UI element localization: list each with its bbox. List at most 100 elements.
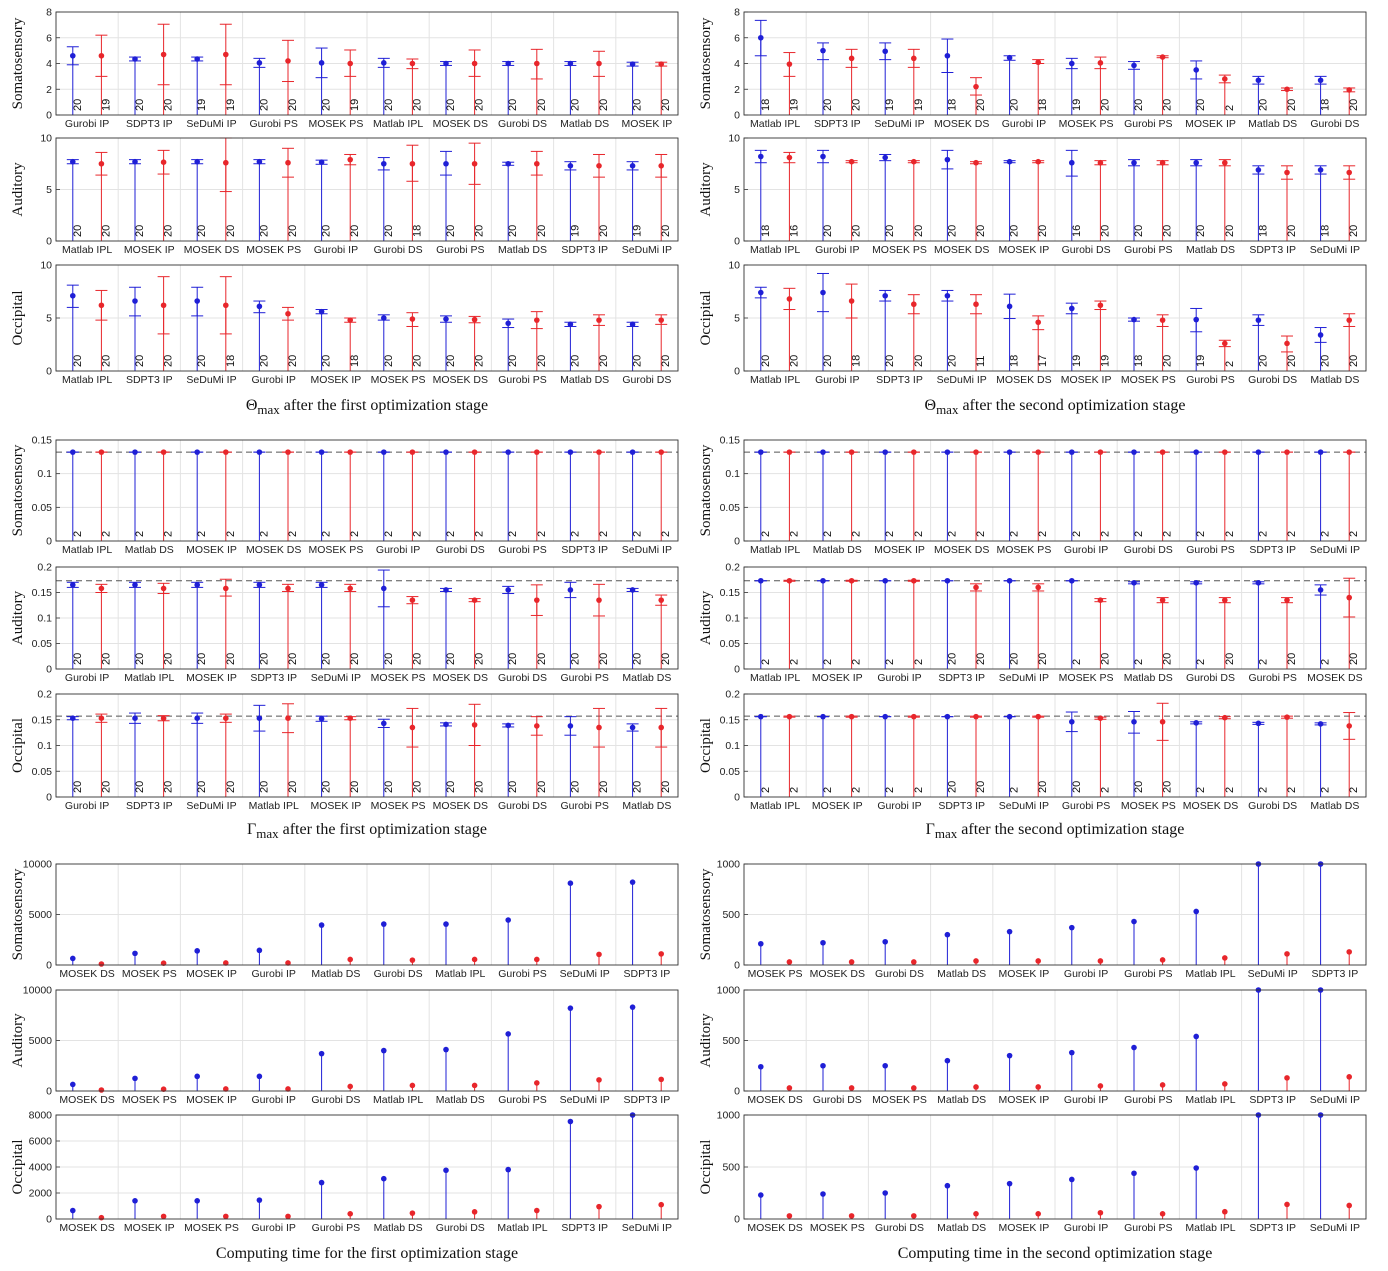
red-value-point bbox=[1035, 1084, 1042, 1090]
red-mean-point bbox=[347, 317, 354, 323]
y-tick-label: 0 bbox=[734, 110, 740, 122]
red-mean-point bbox=[98, 449, 105, 455]
blue-count-label: 20 bbox=[822, 99, 834, 111]
blue-count-label: 20 bbox=[134, 225, 146, 237]
red-count-label: 20 bbox=[1224, 225, 1236, 237]
y-tick-label: 4 bbox=[734, 58, 740, 70]
blue-mean-point bbox=[132, 158, 138, 165]
red-value-point bbox=[786, 1085, 793, 1091]
red-count-label: 20 bbox=[536, 225, 548, 237]
blue-count-label: 2 bbox=[569, 531, 581, 537]
blue-value-point bbox=[567, 1005, 574, 1011]
y-tick-label: 0 bbox=[734, 960, 740, 972]
x-category-label: Matlab DS bbox=[498, 244, 547, 256]
plot-frame bbox=[55, 439, 679, 542]
red-count-label: 20 bbox=[349, 225, 361, 237]
blue-value-point bbox=[132, 950, 138, 957]
red-value-point bbox=[1222, 1208, 1228, 1215]
chart-theta1-audit: 0 5 10 20 20 20 20 20 20 20 20 19 19 20 20 20 20 20 18 20 20… bbox=[10, 133, 679, 256]
blue-value-point bbox=[443, 1046, 449, 1053]
blue-mean-point bbox=[757, 289, 764, 296]
blue-value-point bbox=[1193, 1033, 1199, 1040]
x-category-label: SeDuMi IP bbox=[1310, 1222, 1360, 1234]
plot-frame bbox=[55, 566, 679, 670]
red-count-label: 20 bbox=[1099, 225, 1111, 237]
red-value-point bbox=[285, 960, 291, 966]
red-mean-point bbox=[596, 724, 602, 731]
red-value-point bbox=[1035, 1211, 1042, 1217]
red-mean-point bbox=[1346, 449, 1353, 455]
red-count-label: 20 bbox=[287, 653, 299, 665]
red-mean-point bbox=[409, 449, 416, 455]
blue-value-point bbox=[194, 948, 200, 954]
red-mean-point bbox=[596, 60, 602, 67]
x-category-label: MOSEK DS bbox=[433, 374, 488, 386]
blue-count-label: 20 bbox=[383, 99, 395, 111]
blue-count-label: 20 bbox=[134, 653, 146, 665]
panel-caption: Θmax after the first optimization stage bbox=[246, 397, 488, 417]
blue-mean-point bbox=[256, 303, 263, 310]
x-category-label: MOSEK DS bbox=[1307, 672, 1362, 684]
red-value-point bbox=[285, 1213, 291, 1220]
blue-mean-point bbox=[69, 292, 76, 299]
blue-value-point bbox=[629, 879, 636, 885]
red-mean-point bbox=[98, 160, 105, 167]
y-axis-label: Somatosensory bbox=[698, 444, 714, 536]
x-category-label: Gurobi PS bbox=[1186, 544, 1234, 556]
red-count-label: 20 bbox=[660, 781, 672, 793]
red-count-label: 2 bbox=[788, 531, 800, 537]
blue-mean-point bbox=[1193, 720, 1199, 726]
blue-mean-point bbox=[944, 449, 951, 455]
blue-mean-point bbox=[443, 449, 449, 455]
blue-mean-point bbox=[757, 153, 764, 160]
blue-mean-point bbox=[380, 585, 387, 592]
blue-count-label: 20 bbox=[569, 653, 581, 665]
blue-count-label: 2 bbox=[507, 531, 519, 537]
blue-mean-point bbox=[1068, 305, 1075, 312]
blue-count-label: 20 bbox=[258, 99, 270, 111]
blue-count-label: 18 bbox=[946, 99, 958, 111]
x-category-label: Gurobi PS bbox=[1124, 118, 1172, 130]
red-mean-point bbox=[1035, 319, 1042, 326]
red-mean-point bbox=[1035, 713, 1042, 720]
red-count-label: 2 bbox=[349, 531, 361, 537]
blue-count-label: 20 bbox=[1071, 781, 1083, 793]
blue-mean-point bbox=[1255, 167, 1262, 173]
red-mean-point bbox=[285, 585, 291, 592]
y-tick-label: 0.15 bbox=[720, 435, 741, 447]
y-tick-label: 0.15 bbox=[32, 435, 53, 447]
blue-mean-point bbox=[820, 289, 826, 296]
red-mean-point bbox=[98, 585, 105, 592]
x-category-label: Matlab DS bbox=[374, 1222, 423, 1234]
x-category-label: Gurobi PS bbox=[498, 374, 546, 386]
red-count-label: 20 bbox=[1162, 225, 1174, 237]
red-count-label: 20 bbox=[287, 781, 299, 793]
x-category-label: Gurobi PS bbox=[436, 244, 484, 256]
red-value-point bbox=[1159, 1211, 1166, 1217]
blue-count-label: 2 bbox=[445, 531, 457, 537]
blue-mean-point bbox=[194, 449, 200, 455]
blue-value-point bbox=[1068, 1176, 1075, 1183]
blue-mean-point bbox=[567, 449, 574, 455]
red-count-label: 2 bbox=[1224, 361, 1236, 367]
red-count-label: 20 bbox=[851, 99, 863, 111]
blue-value-point bbox=[757, 1192, 764, 1198]
x-category-label: Matlab IPL bbox=[1185, 968, 1235, 980]
red-mean-point bbox=[471, 160, 478, 167]
red-count-label: 18 bbox=[349, 355, 361, 367]
red-count-label: 20 bbox=[225, 653, 237, 665]
x-category-label: Gurobi DS bbox=[1124, 544, 1173, 556]
x-category-label: SeDuMi IP bbox=[622, 544, 672, 556]
x-category-label: Gurobi DS bbox=[1248, 374, 1297, 386]
red-value-point bbox=[973, 1084, 979, 1090]
plot-frame bbox=[743, 137, 1367, 242]
blue-count-label: 20 bbox=[946, 781, 958, 793]
blue-count-label: 20 bbox=[1009, 225, 1021, 237]
red-count-label: 20 bbox=[1286, 225, 1298, 237]
y-tick-label: 5 bbox=[46, 184, 52, 196]
red-mean-point bbox=[658, 163, 665, 169]
x-category-label: MOSEK PS bbox=[122, 968, 177, 980]
x-category-label: SDPT3 IP bbox=[250, 672, 297, 684]
blue-count-label: 19 bbox=[196, 99, 208, 111]
blue-mean-point bbox=[1317, 332, 1324, 338]
